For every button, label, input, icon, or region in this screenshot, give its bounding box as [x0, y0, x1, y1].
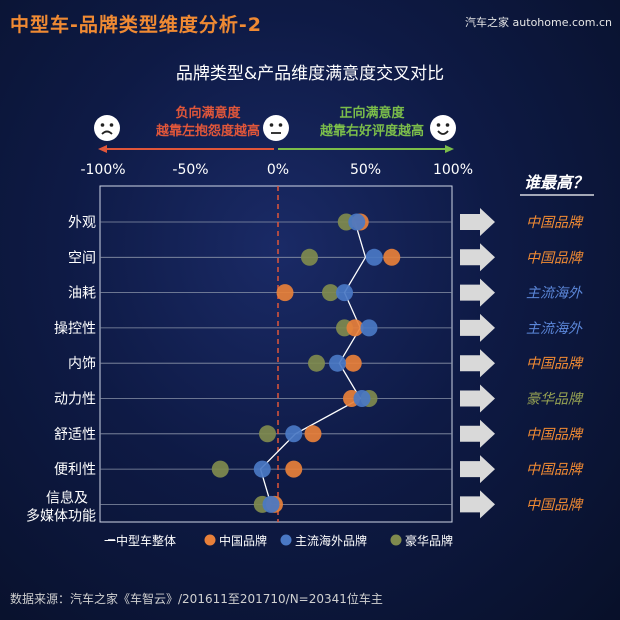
china-brand-dot	[285, 460, 303, 478]
china-brand-dot	[276, 284, 294, 302]
row-arrow-icon	[460, 208, 495, 236]
mainstream-brand-dot	[336, 284, 353, 302]
grid-layer	[99, 185, 453, 523]
winner-label: 中国品牌	[526, 462, 584, 478]
winner-label: 主流海外	[526, 286, 583, 302]
positive-satisfaction-label: 正向满意度 越靠右好评度越高	[292, 105, 452, 141]
mainstream-brand-dot	[285, 425, 303, 443]
x-tick-labels: -100% -50% 0% 50% 100%	[80, 162, 473, 178]
category-label: 空间	[68, 250, 96, 266]
category-label-line: 信息及	[46, 489, 88, 506]
negative-label-line2: 越靠左抱怨度越高	[155, 124, 260, 139]
row-arrow-icon	[460, 349, 495, 378]
mainstream-brand-dot	[329, 354, 346, 372]
watermark: 汽车之家 autohome.com.cn	[465, 16, 612, 29]
negative-arrow	[98, 145, 274, 153]
china-brand-dot	[346, 319, 364, 337]
legend-dot-swatch	[390, 534, 402, 546]
row-arrow-icon	[460, 419, 495, 448]
luxury-brand-dot	[308, 354, 325, 372]
china-brand-dot	[383, 248, 401, 266]
legend: 一中型车整体 中国品牌 主流海外品牌 豪华品牌	[104, 533, 453, 548]
legend-label: 中国品牌	[219, 533, 267, 548]
neutral-face-icon	[263, 115, 289, 141]
legend-dot-swatch	[280, 534, 292, 546]
negative-label-line1: 负向满意度	[175, 106, 241, 121]
winner-header: 谁最高？	[524, 173, 588, 192]
luxury-brand-dot	[211, 460, 229, 478]
chart-subtitle: 品牌类型&产品维度满意度交叉对比	[175, 64, 445, 84]
row-arrow-icon	[460, 455, 495, 484]
category-label: 操控性	[54, 321, 96, 337]
positive-label-line1: 正向满意度	[339, 106, 405, 121]
category-label-line: 多媒体功能	[26, 507, 96, 524]
mainstream-brand-dot	[262, 495, 280, 513]
luxury-brand-dot	[259, 425, 276, 443]
winner-label: 主流海外	[526, 321, 583, 337]
negative-satisfaction-label: 负向满意度 越靠左抱怨度越高	[128, 105, 288, 141]
legend-label: 豪华品牌	[405, 533, 453, 548]
dot-layer	[211, 213, 401, 513]
china-brand-dot	[344, 354, 362, 372]
winner-label: 中国品牌	[526, 250, 584, 266]
winner-label: 中国品牌	[526, 356, 584, 372]
category-label: 舒适性	[54, 427, 96, 443]
plot-frame	[99, 185, 453, 523]
x-tick-label: 50%	[350, 162, 381, 178]
winner-label: 中国品牌	[526, 215, 584, 231]
row-arrow-icon	[460, 313, 495, 342]
mainstream-brand-dot	[348, 213, 366, 231]
china-brand-dot	[304, 425, 322, 443]
mainstream-brand-dot	[353, 390, 371, 407]
winner-label: 中国品牌	[526, 497, 584, 513]
x-tick-label: 0%	[267, 162, 289, 178]
winner-label: 中国品牌	[526, 427, 584, 443]
luxury-brand-dot	[322, 284, 339, 302]
category-label: 油耗	[68, 286, 96, 302]
sad-face-icon	[94, 115, 120, 141]
mainstream-brand-dot	[365, 248, 383, 266]
winner-label: 豪华品牌	[526, 392, 584, 408]
row-arrow-icon	[460, 278, 495, 307]
mainstream-brand-dot	[253, 460, 271, 478]
legend-label: 一中型车整体	[104, 533, 176, 548]
positive-label-line2: 越靠右好评度越高	[319, 124, 424, 139]
x-tick-label: -100%	[80, 162, 125, 178]
row-arrow-icon	[460, 490, 495, 519]
category-label: 内饰	[68, 356, 96, 372]
happy-face-icon	[430, 115, 456, 141]
category-label: 便利性	[54, 462, 96, 478]
mainstream-brand-dot	[360, 319, 378, 337]
page-title: 中型车-品牌类型维度分析-2	[10, 14, 262, 36]
category-label: 外观	[68, 215, 96, 231]
category-label: 动力性	[54, 392, 96, 408]
legend-dot-swatch	[204, 534, 216, 546]
row-arrow-icon	[460, 384, 495, 413]
legend-label: 主流海外品牌	[295, 533, 367, 548]
category-label: 信息及多媒体功能	[26, 489, 96, 524]
data-source-note: 数据来源：汽车之家《车智云》/201611至201710/N=20341位车主	[10, 592, 383, 606]
row-arrow-icon	[460, 243, 495, 272]
x-tick-label: -50%	[172, 162, 208, 178]
luxury-brand-dot	[301, 248, 318, 266]
positive-arrow	[278, 145, 454, 153]
x-tick-label: 100%	[433, 162, 473, 178]
